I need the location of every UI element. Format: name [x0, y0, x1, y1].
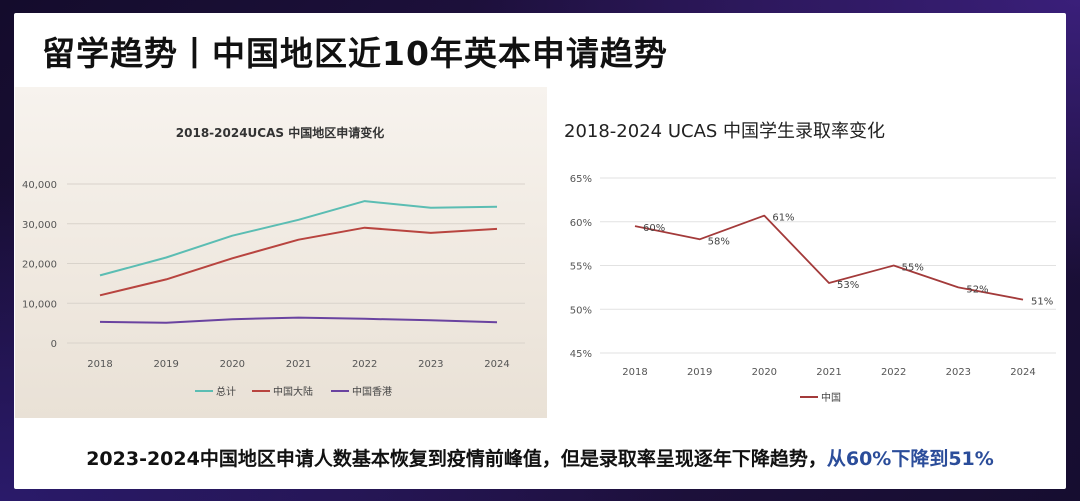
slide-title: 留学趋势丨中国地区近10年英本申请趋势 — [42, 34, 668, 73]
x-tick-label: 2022 — [352, 359, 377, 370]
y-tick-label: 10,000 — [22, 299, 57, 310]
data-label: 55% — [902, 263, 924, 274]
y-tick-label: 45% — [570, 349, 592, 360]
chart-title: 2018-2024 UCAS 中国学生录取率变化 — [564, 121, 885, 142]
data-label: 60% — [643, 223, 665, 234]
footer-summary: 2023-2024中国地区申请人数基本恢复到疫情前峰值，但是录取率呈现逐年下降趋… — [14, 444, 1066, 471]
y-tick-label: 60% — [570, 218, 592, 229]
x-tick-label: 2020 — [752, 367, 777, 378]
admission-rate-chart-panel: 2018-2024 UCAS 中国学生录取率变化 45% 50% 55% 60% 65% 2… — [548, 87, 1066, 418]
legend-label: 中国 — [821, 391, 841, 404]
x-tick-label: 2024 — [484, 359, 509, 370]
x-tick-label: 2018 — [87, 359, 112, 370]
legend-label: 中国大陆 — [273, 385, 313, 398]
series-line-hongkong — [99, 316, 498, 324]
x-tick-label: 2020 — [220, 359, 245, 370]
x-tick-label: 2024 — [1010, 367, 1035, 378]
series-line-mainland — [99, 226, 498, 297]
y-tick-label: 20,000 — [22, 260, 57, 271]
footer-highlight: 从60%下降到51% — [826, 448, 994, 470]
y-tick-label: 0 — [51, 339, 57, 350]
y-tick-label: 50% — [570, 305, 592, 316]
data-label: 51% — [1031, 297, 1053, 308]
applications-chart: 2018-2024UCAS 中国地区申请变化 0 10,000 20,000 30,00… — [22, 125, 525, 398]
x-tick-label: 2019 — [687, 367, 712, 378]
slide: 留学趋势丨中国地区近10年英本申请趋势 2018-2024UCAS 中国地区申请… — [14, 13, 1066, 489]
data-label: 61% — [772, 213, 794, 224]
x-tick-label: 2021 — [286, 359, 311, 370]
x-tick-label: 2018 — [622, 367, 647, 378]
x-tick-label: 2019 — [153, 359, 178, 370]
x-tick-label: 2022 — [881, 367, 906, 378]
series-line-china_rate — [634, 214, 1024, 301]
series-line-total — [99, 200, 498, 277]
x-tick-label: 2021 — [816, 367, 841, 378]
applications-chart-panel: 2018-2024UCAS 中国地区申请变化 0 10,000 20,000 30,00… — [15, 87, 547, 418]
x-tick-label: 2023 — [418, 359, 443, 370]
data-label: 53% — [837, 280, 859, 291]
admission-rate-chart: 2018-2024 UCAS 中国学生录取率变化 45% 50% 55% 60% 65% 2… — [564, 121, 1056, 404]
y-tick-label: 30,000 — [22, 220, 57, 231]
legend-label: 中国香港 — [352, 385, 392, 398]
footer-text: 2023-2024中国地区申请人数基本恢复到疫情前峰值，但是录取率呈现逐年下降趋… — [86, 448, 827, 470]
x-tick-label: 2023 — [946, 367, 971, 378]
data-label: 58% — [708, 236, 730, 247]
data-label: 52% — [966, 284, 988, 295]
chart-title: 2018-2024UCAS 中国地区申请变化 — [176, 125, 384, 140]
legend-label: 总计 — [216, 385, 236, 398]
y-tick-label: 40,000 — [22, 180, 57, 191]
y-tick-label: 65% — [570, 174, 592, 185]
y-tick-label: 55% — [570, 262, 592, 273]
